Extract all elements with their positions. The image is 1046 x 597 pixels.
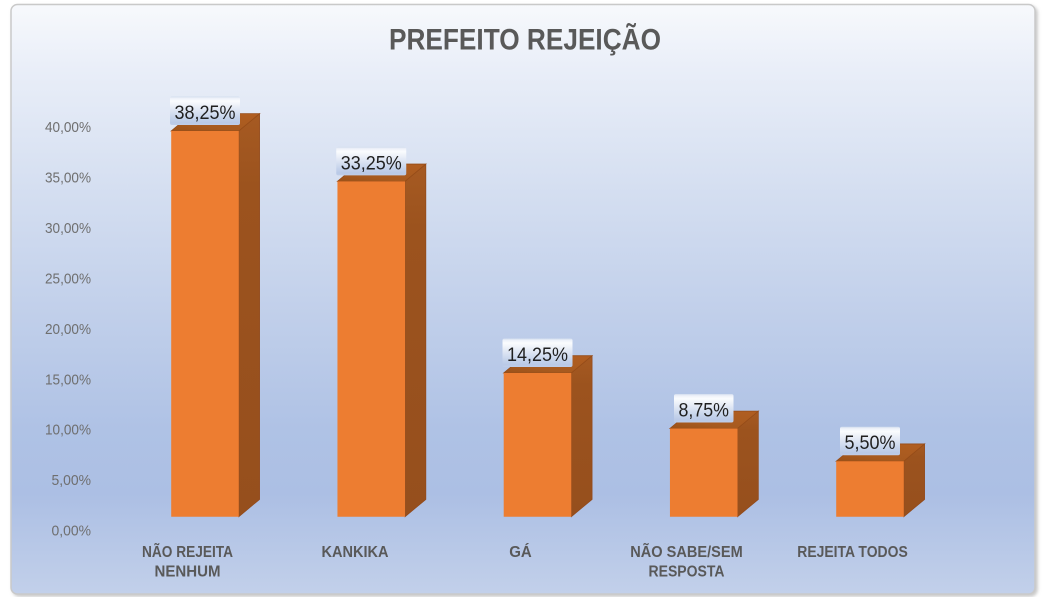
svg-text:20,00%: 20,00%: [45, 322, 91, 338]
svg-text:40,00%: 40,00%: [45, 120, 91, 136]
svg-text:KANKIKA: KANKIKA: [322, 544, 389, 561]
svg-text:REJEITA TODOS: REJEITA TODOS: [797, 544, 908, 561]
svg-text:RESPOSTA: RESPOSTA: [649, 564, 725, 581]
svg-text:5,50%: 5,50%: [845, 432, 896, 454]
svg-text:15,00%: 15,00%: [45, 372, 91, 388]
svg-text:10,00%: 10,00%: [45, 423, 91, 439]
svg-text:35,00%: 35,00%: [45, 171, 91, 187]
svg-text:38,25%: 38,25%: [175, 102, 236, 124]
svg-text:25,00%: 25,00%: [45, 271, 91, 287]
svg-text:PREFEITO REJEIÇÃO: PREFEITO REJEIÇÃO: [389, 23, 661, 57]
svg-text:8,75%: 8,75%: [679, 399, 730, 421]
svg-text:NÃO REJEITA: NÃO REJEITA: [142, 541, 233, 561]
svg-text:0,00%: 0,00%: [52, 524, 92, 540]
svg-text:14,25%: 14,25%: [507, 344, 568, 366]
svg-text:30,00%: 30,00%: [45, 221, 91, 237]
svg-text:NENHUM: NENHUM: [155, 564, 221, 581]
svg-text:33,25%: 33,25%: [341, 152, 402, 174]
svg-text:NÃO SABE/SEM: NÃO SABE/SEM: [630, 541, 743, 561]
svg-text:GÁ: GÁ: [509, 542, 532, 561]
svg-text:5,00%: 5,00%: [52, 473, 92, 489]
